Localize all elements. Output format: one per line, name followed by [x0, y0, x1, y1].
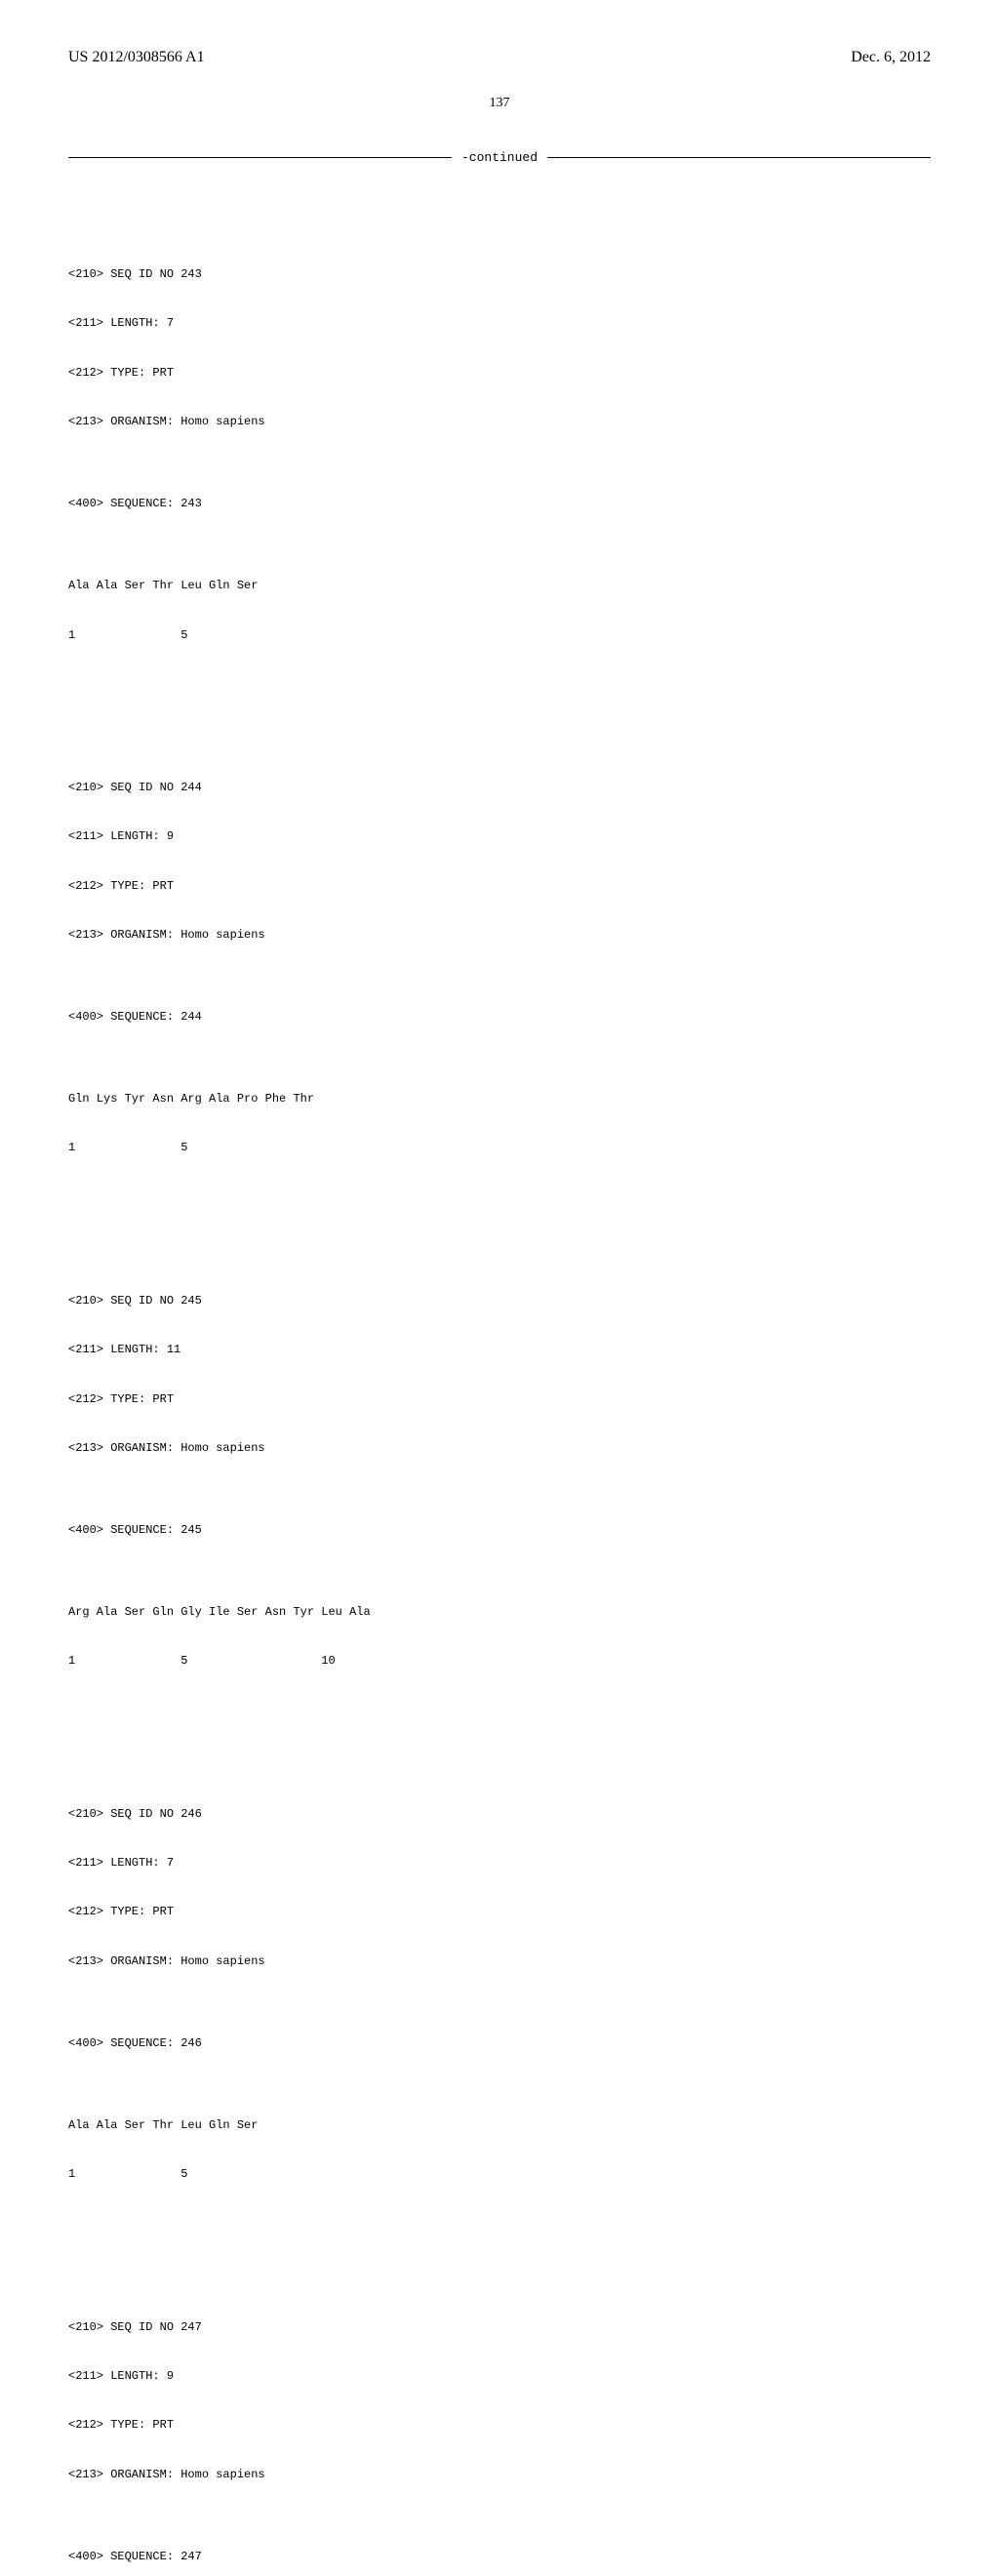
publication-date: Dec. 6, 2012	[851, 49, 931, 66]
divider-line-left	[68, 157, 452, 158]
seq-meta-line: <213> ORGANISM: Homo sapiens	[68, 1440, 931, 1457]
position-number-row: 1 5	[68, 2166, 931, 2183]
page-header: US 2012/0308566 A1 Dec. 6, 2012	[68, 49, 931, 66]
position-number-row: 1 5	[68, 627, 931, 644]
seq-meta-line: <210> SEQ ID NO 245	[68, 1293, 931, 1309]
seq-meta-line: <212> TYPE: PRT	[68, 1904, 931, 1920]
seq-header-line: <400> SEQUENCE: 246	[68, 2035, 931, 2052]
seq-meta-line: <211> LENGTH: 7	[68, 1855, 931, 1872]
seq-meta-line: <213> ORGANISM: Homo sapiens	[68, 414, 931, 430]
position-number-row: 1 5 10	[68, 1653, 931, 1670]
sequence-listing: <210> SEQ ID NO 243 <211> LENGTH: 7 <212…	[68, 184, 931, 2576]
page-number: 137	[68, 96, 931, 111]
sequence-block: <210> SEQ ID NO 244 <211> LENGTH: 9 <212…	[68, 746, 931, 1189]
seq-meta-line: <213> ORGANISM: Homo sapiens	[68, 927, 931, 944]
amino-acid-row: Ala Ala Ser Thr Leu Gln Ser	[68, 2117, 931, 2134]
seq-meta-line: <211> LENGTH: 9	[68, 2368, 931, 2385]
position-number-row: 1 5	[68, 1140, 931, 1156]
seq-header-line: <400> SEQUENCE: 247	[68, 2549, 931, 2565]
amino-acid-row: Gln Lys Tyr Asn Arg Ala Pro Phe Thr	[68, 1091, 931, 1107]
sequence-block: <210> SEQ ID NO 245 <211> LENGTH: 11 <21…	[68, 1260, 931, 1703]
seq-meta-line: <213> ORGANISM: Homo sapiens	[68, 2467, 931, 2483]
divider-line-right	[547, 157, 931, 158]
seq-meta-line: <212> TYPE: PRT	[68, 878, 931, 895]
seq-meta-line: <211> LENGTH: 9	[68, 828, 931, 845]
publication-number: US 2012/0308566 A1	[68, 49, 205, 66]
seq-meta-line: <210> SEQ ID NO 244	[68, 780, 931, 796]
seq-meta-line: <210> SEQ ID NO 243	[68, 266, 931, 283]
seq-meta-line: <211> LENGTH: 11	[68, 1342, 931, 1358]
seq-header-line: <400> SEQUENCE: 245	[68, 1522, 931, 1539]
seq-header-line: <400> SEQUENCE: 244	[68, 1009, 931, 1026]
seq-meta-line: <210> SEQ ID NO 246	[68, 1806, 931, 1823]
seq-meta-line: <212> TYPE: PRT	[68, 365, 931, 382]
amino-acid-row: Ala Ala Ser Thr Leu Gln Ser	[68, 578, 931, 594]
seq-meta-line: <213> ORGANISM: Homo sapiens	[68, 1953, 931, 1970]
seq-header-line: <400> SEQUENCE: 243	[68, 496, 931, 512]
sequence-block: <210> SEQ ID NO 246 <211> LENGTH: 7 <212…	[68, 1773, 931, 2216]
seq-meta-line: <210> SEQ ID NO 247	[68, 2319, 931, 2336]
seq-meta-line: <212> TYPE: PRT	[68, 1391, 931, 1408]
sequence-block: <210> SEQ ID NO 247 <211> LENGTH: 9 <212…	[68, 2286, 931, 2576]
sequence-block: <210> SEQ ID NO 243 <211> LENGTH: 7 <212…	[68, 233, 931, 676]
seq-meta-line: <211> LENGTH: 7	[68, 315, 931, 332]
continued-divider: -continued	[68, 150, 931, 165]
seq-meta-line: <212> TYPE: PRT	[68, 2417, 931, 2434]
continued-label: -continued	[452, 150, 547, 165]
amino-acid-row: Arg Ala Ser Gln Gly Ile Ser Asn Tyr Leu …	[68, 1604, 931, 1621]
